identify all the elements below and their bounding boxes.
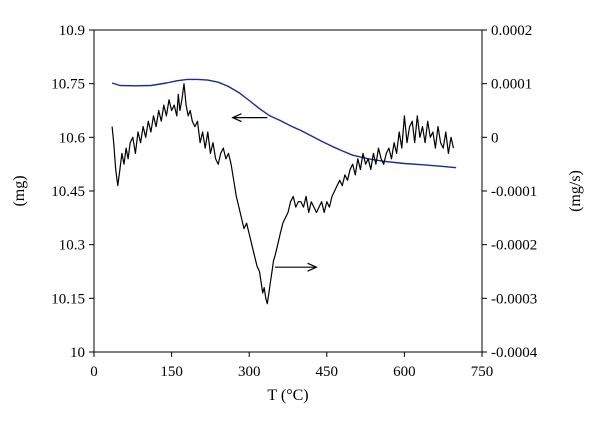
y-left-tick-label: 10.45 [51,184,85,200]
y-right-tick-label: -0.0003 [491,291,537,307]
ticks-layer: 0 150 300 450 600 750 10 10.15 10.3 10.45 10.6 10.7… [51,23,537,380]
y-left-tick-label: 10.9 [59,23,85,39]
x-tick-label: 750 [471,364,494,380]
series-layer [111,78,457,305]
y-left-tick-label: 10 [70,345,85,361]
mass-rate-line [111,83,455,305]
annotation-layer [233,118,317,268]
y-right-tick-label: 0 [491,130,499,146]
y-left-tick-label: 10.3 [59,238,85,254]
x-tick-label: 300 [238,364,261,380]
x-tick-label: 600 [393,364,416,380]
plot-frame [93,29,483,353]
x-tick-label: 150 [160,364,183,380]
x-axis-title: T (°C) [267,387,308,404]
y-right-tick-label: -0.0002 [491,238,537,254]
mass-line [111,78,457,169]
y-right-tick-label: 0.0001 [491,77,532,93]
x-tick-label: 0 [90,364,98,380]
x-tick-label: 450 [316,364,339,380]
y-right-tick-label: 0.0002 [491,23,532,39]
y-right-axis-title: (mg/s) [567,170,584,212]
y-right-tick-label: -0.0004 [491,345,538,361]
y-left-tick-label: 10.6 [59,130,86,146]
y-right-tick-label: -0.0001 [491,184,537,200]
y-left-tick-label: 10.15 [51,291,85,307]
y-left-axis-title: (mg) [11,175,28,206]
y-left-tick-label: 10.75 [51,77,85,93]
